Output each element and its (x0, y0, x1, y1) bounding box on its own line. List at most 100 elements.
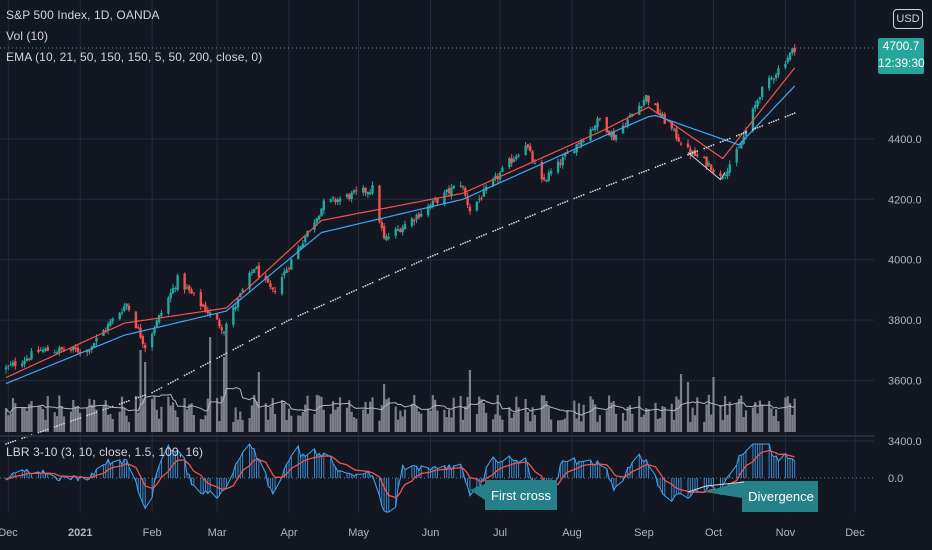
volume-bar (410, 403, 414, 432)
candle (661, 111, 664, 117)
currency-button[interactable]: USD (893, 9, 923, 29)
ema-200-dot (7, 442, 10, 445)
volume-bar (55, 416, 59, 432)
volume-bar (686, 382, 690, 432)
candle (656, 101, 660, 115)
callout-first-cross[interactable]: First cross (470, 480, 557, 510)
volume-bar (482, 403, 485, 432)
volume-bar (387, 397, 390, 432)
ema-200-dot (724, 139, 726, 142)
candle-body (58, 347, 61, 353)
candle (192, 292, 196, 297)
candle (290, 258, 293, 270)
candle-body (141, 335, 145, 344)
ema-200-dot (399, 269, 402, 272)
candle (480, 196, 483, 201)
candle-body (362, 187, 365, 193)
candle (143, 342, 147, 353)
candle-body (155, 320, 158, 328)
ema-200-dot (786, 114, 789, 117)
ema-legend[interactable]: EMA (10, 21, 50, 150, 150, 5, 50, 200, c… (6, 50, 263, 64)
candle (125, 303, 128, 310)
candle-body (712, 169, 715, 173)
volume-bar (772, 415, 775, 432)
candle (772, 77, 776, 84)
ema-200-dot (401, 268, 404, 271)
last-price-label: 4700.7 12:39:30 (878, 38, 925, 74)
volume-bar (90, 404, 93, 432)
ema-200-dot (761, 124, 764, 127)
candle-body (394, 228, 397, 236)
candle (638, 102, 641, 115)
candle (250, 268, 254, 276)
ema-200-dot (93, 412, 96, 414)
ema-200-dot (478, 236, 481, 238)
volume-bar (445, 417, 448, 432)
volume-bar (320, 396, 323, 432)
candle-body (120, 312, 124, 314)
volume-bar (53, 412, 56, 432)
candle-body (642, 100, 646, 106)
volume-bar (768, 400, 771, 432)
candle-body (150, 333, 154, 348)
ema-200-dot (253, 337, 256, 340)
ema-200-dot (413, 263, 416, 265)
volume-bar (415, 405, 418, 432)
time-tick-label: Dec (845, 527, 865, 539)
volume-bar (791, 414, 794, 432)
volume-bar (517, 407, 520, 432)
ema-200-dot (527, 216, 529, 219)
candle-body (677, 137, 680, 142)
ema-lines (5, 67, 796, 445)
volume-bar (478, 396, 481, 432)
ema-200-dot (515, 220, 518, 223)
candle (549, 168, 553, 177)
candle (362, 185, 365, 196)
signal-line (5, 449, 795, 499)
ema-200-dot (452, 246, 455, 249)
volume-bar (466, 396, 469, 432)
oscillator-legend[interactable]: LBR 3-10 (3, 10, close, 1.5, 100, 16) (6, 445, 204, 459)
volume-legend[interactable]: Vol (10) (6, 29, 49, 43)
volume-bar (726, 414, 729, 432)
volume-bar (413, 395, 416, 432)
volume-bar (169, 405, 172, 432)
ema-200-dot (158, 388, 160, 390)
volume-bar (573, 400, 576, 432)
candle-body (533, 162, 537, 164)
ema-200-dot (123, 401, 126, 404)
candle-body (134, 311, 138, 329)
candle (167, 295, 170, 316)
volume-bar (264, 403, 267, 432)
ema-200-dot (104, 408, 107, 410)
candle-body (201, 304, 205, 307)
volume-bar (447, 409, 451, 432)
candle (696, 152, 699, 158)
time-tick-label: May (348, 527, 369, 539)
ema-200-dot (137, 396, 140, 399)
candle-body (74, 347, 77, 350)
volume-bar (696, 397, 699, 432)
candle-body (788, 52, 792, 60)
symbol-legend[interactable]: S&P 500 Index, 1D, OANDA (6, 8, 160, 22)
ema-200-dot (37, 431, 40, 434)
candle-body (253, 269, 256, 273)
candle (72, 346, 75, 353)
ema-200-dot (547, 207, 550, 210)
volume-bar (364, 401, 367, 432)
volume-bar (661, 406, 664, 432)
ema-200-dot (79, 417, 82, 419)
ema-200-dot (721, 140, 724, 143)
candle (190, 287, 193, 294)
ema-200-dot (153, 390, 156, 393)
ema-200-dot (202, 364, 205, 367)
candle-body (640, 106, 643, 108)
ema-200-dot (135, 397, 137, 400)
candle (709, 164, 713, 171)
volume-bar (151, 398, 154, 432)
ema-200-dot (188, 372, 191, 374)
volume-bar (744, 410, 748, 432)
volume-bar (137, 412, 140, 432)
callout-divergence[interactable]: Divergence (687, 481, 818, 512)
